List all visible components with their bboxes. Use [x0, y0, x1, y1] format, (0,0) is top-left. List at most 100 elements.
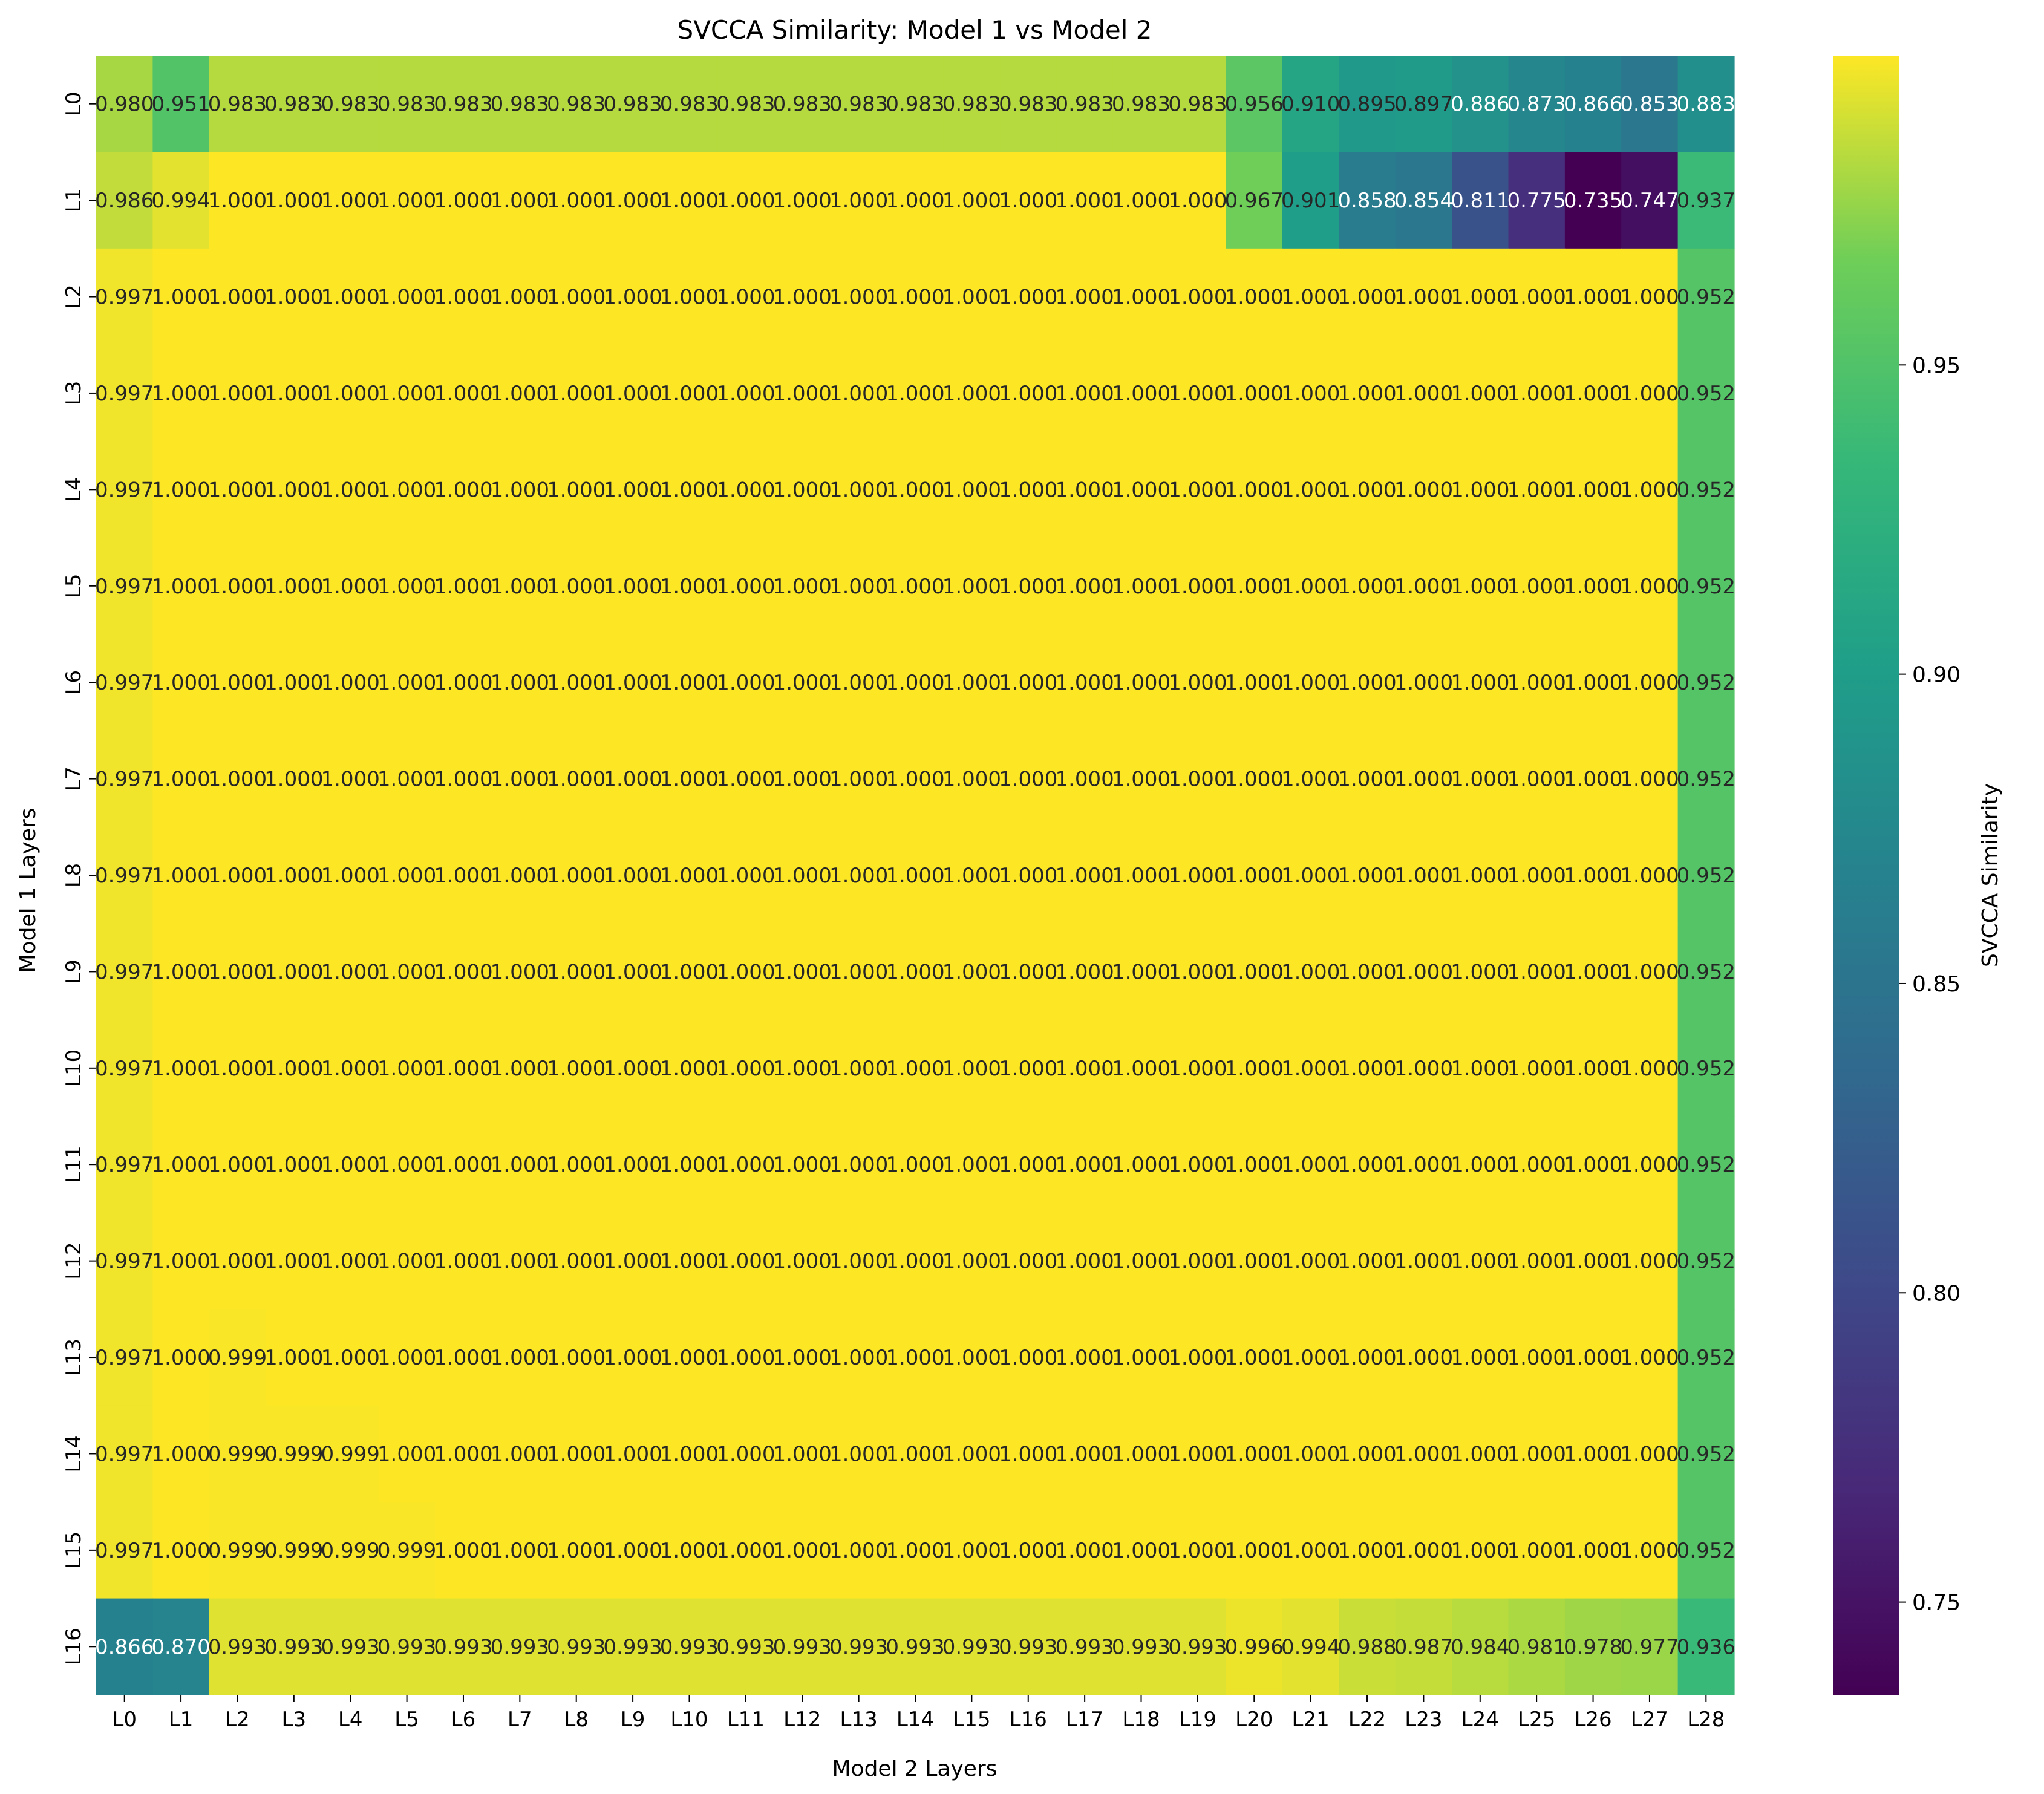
heatmap-cell: [717, 1405, 775, 1502]
heatmap-cell: [1564, 730, 1622, 827]
cell-value-label: 1.000: [377, 864, 436, 888]
cell-value-label: 1.000: [377, 189, 436, 213]
heatmap-cell: [887, 538, 944, 635]
heatmap-cell: [604, 538, 662, 635]
heatmap-cell: [1452, 1020, 1509, 1117]
cell-value-label: 1.000: [1168, 1250, 1227, 1274]
cell-value-label: 1.000: [886, 575, 944, 599]
heatmap-cell: [1226, 1598, 1283, 1695]
heatmap-cell: [717, 1212, 775, 1310]
cell-value-label: 1.000: [1564, 285, 1622, 310]
heatmap-cell: [887, 248, 944, 345]
cell-value-label: 1.000: [1168, 1153, 1227, 1177]
cell-value-label: 1.000: [321, 189, 380, 213]
cell-value-label: 1.000: [1620, 285, 1679, 310]
heatmap-cell: [209, 56, 266, 153]
cell-value-label: 1.000: [603, 864, 662, 888]
heatmap-cell: [887, 1212, 944, 1310]
heatmap-cell: [378, 538, 436, 635]
cell-value-label: 1.000: [942, 1442, 1001, 1466]
cell-value-label: 1.000: [264, 575, 323, 599]
cell-value-label: 1.000: [942, 1250, 1001, 1274]
heatmap-cell: [1452, 441, 1509, 538]
cell-value-label: 1.000: [377, 671, 436, 695]
cell-value-label: 1.000: [1168, 864, 1227, 888]
heatmap-cell: [266, 345, 323, 442]
x-tick-label: L0: [112, 1708, 137, 1732]
cell-value-label: 1.000: [886, 1250, 944, 1274]
cell-value-label: 1.000: [491, 1539, 549, 1563]
heatmap-cell: [774, 1598, 831, 1695]
heatmap-cell: [604, 1020, 662, 1117]
heatmap-cell: [1226, 1405, 1283, 1502]
heatmap-cell: [491, 1598, 549, 1695]
cell-value-label: 1.000: [999, 575, 1057, 599]
cell-value-label: 1.000: [1168, 478, 1227, 502]
heatmap-cell: [887, 923, 944, 1020]
heatmap-cell: [1621, 1598, 1679, 1695]
cell-value-label: 0.999: [321, 1442, 380, 1466]
cell-value-label: 1.000: [1281, 1057, 1340, 1081]
cell-value-label: 0.997: [95, 768, 154, 792]
cell-value-label: 0.993: [264, 1635, 323, 1659]
cell-value-label: 1.000: [886, 671, 944, 695]
cell-value-label: 1.000: [716, 671, 775, 695]
heatmap-cell: [1564, 152, 1622, 249]
cell-value-label: 1.000: [321, 575, 380, 599]
y-tick-label: L1: [62, 188, 86, 213]
heatmap-cell: [1621, 248, 1679, 345]
cell-value-label: 0.983: [886, 93, 944, 117]
colorbar-tick-label: 0.85: [1912, 972, 1961, 997]
cell-value-label: 0.866: [95, 1635, 154, 1659]
cell-value-label: 1.000: [773, 382, 832, 406]
heatmap-cell: [209, 248, 266, 345]
heatmap-cell: [1508, 730, 1566, 827]
heatmap-cell: [1282, 730, 1339, 827]
heatmap-cell: [266, 634, 323, 731]
heatmap-cell: [1677, 345, 1735, 442]
cell-value-label: 1.000: [773, 864, 832, 888]
cell-value-label: 1.000: [1507, 1346, 1566, 1370]
heatmap-cell: [1677, 923, 1735, 1020]
colorbar-label: SVCCA Similarity: [1978, 783, 2003, 967]
cell-value-label: 1.000: [321, 1346, 380, 1370]
heatmap-cell: [1395, 827, 1452, 924]
cell-value-label: 1.000: [1507, 1250, 1566, 1274]
cell-value-label: 1.000: [377, 1346, 436, 1370]
x-axis-label: Model 2 Layers: [832, 1756, 997, 1781]
heatmap-cell: [1339, 1116, 1396, 1213]
x-tick-label: L17: [1066, 1708, 1103, 1732]
cell-value-label: 1.000: [1394, 575, 1453, 599]
heatmap-cell: [1000, 1020, 1057, 1117]
cell-value-label: 1.000: [1507, 382, 1566, 406]
heatmap-cell: [661, 345, 718, 442]
heatmap-cell: [1564, 1598, 1622, 1695]
heatmap-cell: [1282, 1020, 1339, 1117]
cell-value-label: 0.883: [1677, 93, 1735, 117]
cell-value-label: 1.000: [547, 1539, 606, 1563]
heatmap-cell: [1395, 56, 1452, 153]
heatmap-cell: [1452, 1309, 1509, 1406]
cell-value-label: 1.000: [716, 1153, 775, 1177]
cell-value-label: 1.000: [1620, 960, 1679, 984]
heatmap-cell: [1226, 1020, 1283, 1117]
cell-value-label: 1.000: [716, 1057, 775, 1081]
heatmap-cell: [1677, 152, 1735, 249]
cell-value-label: 0.986: [95, 189, 154, 213]
x-tick-label: L2: [225, 1708, 250, 1732]
cell-value-label: 0.993: [434, 1635, 492, 1659]
cell-value-label: 1.000: [491, 1250, 549, 1274]
cell-value-label: 1.000: [829, 1250, 888, 1274]
cell-value-label: 1.000: [1055, 575, 1114, 599]
cell-value-label: 1.000: [547, 575, 606, 599]
x-tick-label: L20: [1235, 1708, 1273, 1732]
cell-value-label: 0.983: [603, 93, 662, 117]
x-tick-label: L21: [1292, 1708, 1330, 1732]
cell-value-label: 1.000: [1451, 1539, 1509, 1563]
cell-value-label: 1.000: [547, 1442, 606, 1466]
cell-value-label: 0.873: [1507, 93, 1566, 117]
cell-value-label: 1.000: [1281, 1346, 1340, 1370]
heatmap-cell: [435, 248, 492, 345]
heatmap-cell: [943, 827, 1001, 924]
heatmap-cell: [1452, 730, 1509, 827]
